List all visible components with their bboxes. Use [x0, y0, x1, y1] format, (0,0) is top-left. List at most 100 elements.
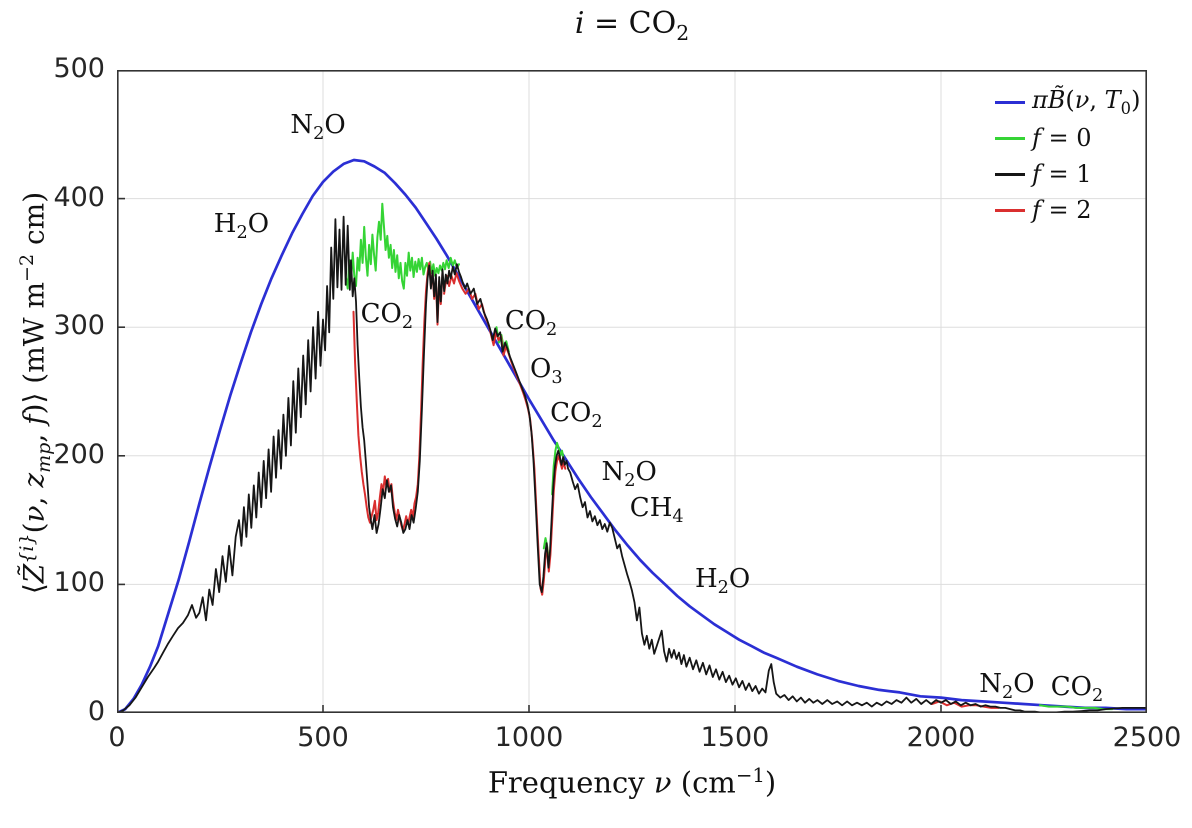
text-fragment: ,	[17, 487, 51, 506]
text-fragment: Frequency	[487, 765, 654, 800]
text-fragment: f	[1032, 196, 1041, 224]
text-fragment: = CO	[584, 6, 677, 41]
text-fragment: O	[530, 353, 552, 384]
x-tick-label-0: 0	[108, 722, 126, 753]
text-fragment: 4	[672, 506, 684, 527]
text-fragment: 0	[1120, 98, 1132, 118]
text-fragment: )⟩ (mW m	[17, 282, 51, 415]
text-fragment: 2	[624, 470, 636, 491]
text-fragment: 2	[236, 222, 248, 243]
annotation-ch4-8: CH4	[582, 493, 732, 527]
text-fragment: O	[324, 109, 346, 140]
text-fragment: CO	[504, 306, 547, 337]
text-fragment: N	[979, 668, 1002, 699]
series-f2-line-3	[930, 700, 1000, 709]
text-fragment: f	[1032, 124, 1041, 152]
text-fragment: = 0	[1040, 124, 1092, 152]
series-f0-line-5	[1038, 704, 1114, 711]
text-fragment: f	[17, 414, 51, 425]
text-fragment: {i}	[16, 533, 38, 564]
text-fragment: O	[247, 208, 270, 239]
text-fragment: 2	[1001, 683, 1014, 704]
text-fragment: 2	[676, 21, 690, 45]
text-fragment: O	[728, 563, 751, 594]
annotation-co2-3: CO2	[312, 299, 462, 333]
annotation-h2o-9: H2O	[648, 564, 798, 598]
text-fragment: ν	[1074, 86, 1090, 115]
legend: πB̃(ν, T0) f = 0 f = 1 f = 2	[995, 84, 1140, 228]
legend-item-f0: f = 0	[995, 120, 1140, 156]
annotation-o3-5: O3	[471, 354, 621, 388]
text-fragment: −2	[16, 253, 38, 282]
y-tick-label-500: 500	[53, 53, 105, 84]
annotation-co2-4: CO2	[456, 306, 606, 340]
text-fragment: (	[1065, 86, 1075, 115]
text-fragment: (	[17, 522, 51, 534]
text-fragment: (cm	[671, 765, 736, 800]
x-axis-label: Frequency ν (cm−1)	[117, 764, 1147, 800]
x-tick-label-1500: 1500	[700, 722, 770, 753]
legend-swatch-f0	[995, 136, 1025, 140]
annotation-h2o-2: H2O	[166, 209, 316, 243]
y-tick-label-0: 0	[87, 696, 105, 727]
text-fragment: π	[1032, 86, 1048, 115]
text-fragment: 2	[1091, 685, 1104, 706]
text-fragment: CO	[360, 298, 402, 329]
series-f1-line	[117, 215, 1147, 713]
y-tick-label-300: 300	[53, 310, 105, 342]
text-fragment: ,	[1089, 86, 1105, 115]
legend-label-f0: f = 0	[1032, 124, 1092, 152]
legend-swatch-planck	[995, 100, 1025, 104]
text-fragment: H	[694, 563, 718, 594]
y-tick-label-200: 200	[53, 438, 105, 470]
text-fragment: H	[213, 208, 237, 239]
plot-area	[117, 70, 1147, 713]
text-fragment: O	[1013, 668, 1035, 699]
legend-item-planck: πB̃(ν, T0)	[995, 84, 1140, 120]
text-fragment: )	[764, 765, 777, 800]
y-tick-label-400: 400	[53, 181, 105, 213]
x-tick-label-2500: 2500	[1112, 722, 1182, 753]
text-fragment: CO	[1050, 671, 1092, 702]
x-tick-label-2000: 2000	[906, 722, 976, 753]
text-fragment: = 2	[1040, 196, 1092, 224]
text-fragment: N	[290, 109, 314, 140]
annotation-n2o-1: N2O	[243, 110, 393, 144]
legend-item-f2: f = 2	[995, 192, 1140, 228]
text-fragment: 2	[717, 577, 729, 598]
text-fragment: CO	[550, 397, 592, 428]
annotation-co2-11: CO2	[1002, 672, 1152, 706]
text-fragment: ν	[17, 505, 51, 523]
text-fragment: 2	[401, 312, 414, 333]
legend-item-f1: f = 1	[995, 156, 1140, 192]
series-f0-line-4	[551, 441, 565, 496]
y-axis-label: ⟨Z̃{i}(ν, zmp, f)⟩ (mW m−2 cm)	[16, 63, 58, 723]
text-fragment: z	[17, 472, 51, 488]
chart-title: i = CO2	[117, 6, 1147, 45]
text-fragment: i	[574, 6, 585, 41]
axes-border	[117, 70, 1147, 713]
text-fragment: 2	[313, 123, 325, 144]
text-fragment: 2	[546, 320, 558, 341]
annotation-co2-6: CO2	[501, 398, 651, 432]
text-fragment: )	[1131, 86, 1141, 115]
x-tick-label-500: 500	[297, 722, 349, 753]
legend-swatch-f1	[995, 172, 1025, 176]
text-fragment: ν	[653, 765, 672, 800]
series-f0-line-1	[345, 202, 460, 290]
annotation-n2o-7: N2O	[554, 457, 704, 491]
x-tick-label-1000: 1000	[494, 722, 564, 753]
text-fragment: 3	[551, 368, 563, 389]
legend-label-f1: f = 1	[1032, 160, 1092, 188]
legend-label-f2: f = 2	[1032, 196, 1092, 224]
text-fragment: O	[635, 456, 657, 487]
legend-label-planck: πB̃(ν, T0)	[1032, 86, 1140, 118]
legend-swatch-f2	[995, 208, 1025, 212]
text-fragment: T	[1104, 86, 1121, 115]
y-tick-label-100: 100	[53, 567, 105, 599]
annotation-n2o-10: N2O	[932, 669, 1082, 703]
text-fragment: B̃	[1047, 86, 1066, 115]
text-fragment: 2	[591, 411, 603, 432]
text-fragment: −1	[735, 764, 765, 787]
